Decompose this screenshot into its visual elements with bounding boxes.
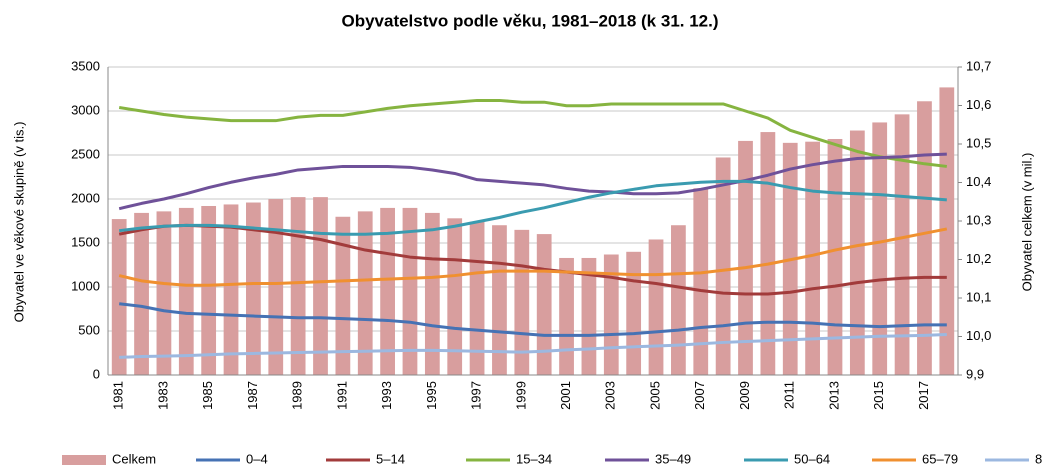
x-tick-label: 1991 [334,381,349,410]
bar [581,257,597,375]
y-tick-label: 1500 [71,234,100,249]
bar [402,207,418,375]
y-tick-label: 0 [93,366,100,381]
bar [134,212,149,375]
legend-label: 5–14 [376,451,405,466]
bar [290,197,306,375]
bar [849,130,865,375]
bar [827,138,843,375]
y2-tick-label: 10,6 [966,97,991,112]
bar [246,202,261,375]
y2-tick-label: 10,7 [966,58,991,73]
legend-label: 15–34 [516,451,552,466]
bar [894,114,910,375]
bar [201,205,217,375]
x-tick-label: 1989 [290,381,305,410]
x-tick-label: 2005 [647,381,662,410]
y2-tick-label: 10,5 [966,135,991,150]
legend-label: 50–64 [794,451,830,466]
x-tick-label: 1995 [424,381,439,410]
legend-label: 65–79 [922,451,958,466]
bar [156,211,172,375]
x-tick-label: 2007 [692,381,707,410]
line [118,227,948,287]
y2-tick-label: 10,1 [966,289,991,304]
line [118,152,947,211]
x-tick-label: 2013 [826,381,841,410]
bar [424,212,440,375]
bar [357,211,373,375]
line [118,98,947,168]
bar [380,207,395,375]
y2-tick-label: 9,9 [966,366,984,381]
y-axis-label: Obyvatel ve věkové skupině (v tis.) [11,122,26,323]
y-tick-label: 1000 [71,278,100,293]
bar [917,101,932,375]
chart-title: Obyvatelstvo podle věku, 1981–2018 (k 31… [341,11,718,30]
x-tick-label: 1983 [155,381,170,410]
legend-label: 35–49 [655,451,691,466]
x-tick-label: 2017 [916,381,931,410]
bar [447,218,463,375]
x-tick-label: 2011 [782,381,797,409]
bar [559,257,574,375]
bar [760,132,776,375]
x-tick-label: 2009 [737,381,752,410]
x-tick-label: 1999 [513,381,528,410]
line [119,179,947,236]
x-tick-label: 2003 [603,381,618,410]
y-tick-label: 2500 [71,146,100,161]
bar [111,219,127,375]
bar [313,197,328,375]
y-tick-label: 500 [78,322,100,337]
y2-tick-label: 10,3 [966,212,991,227]
bar [671,225,686,375]
line [119,333,947,359]
x-tick-label: 1981 [111,381,126,410]
bar [872,122,888,375]
y2-tick-label: 10,2 [966,251,991,266]
bar [738,140,753,375]
bar [648,239,664,375]
x-tick-label: 1987 [245,381,260,410]
x-tick-label: 2015 [871,381,886,410]
bar [693,188,709,375]
bar [335,216,351,375]
y-tick-label: 3500 [71,58,100,73]
line [118,223,947,296]
x-tick-label: 1985 [200,381,215,410]
y-tick-label: 2000 [71,190,100,205]
y2-tick-label: 10,0 [966,328,991,343]
bar [178,207,194,375]
bar [223,204,239,375]
bar [603,254,619,375]
y2-tick-label: 10,4 [966,174,991,189]
x-tick-label: 1993 [379,381,394,410]
bar [268,199,284,375]
y2-axis-label: Obyvatel celkem (v mil.) [1019,153,1034,292]
line [119,302,947,337]
bar [805,141,820,375]
bar [715,157,731,375]
legend-label: Celkem [112,451,156,466]
x-tick-label: 2001 [558,381,573,410]
bar [939,87,955,375]
legend-swatch [62,455,106,465]
x-tick-label: 1997 [469,381,484,410]
legend-label: 80+ [1035,451,1042,466]
y-tick-label: 3000 [71,102,100,117]
bar [536,234,552,375]
bar [626,251,642,375]
legend-label: 0–4 [246,451,268,466]
